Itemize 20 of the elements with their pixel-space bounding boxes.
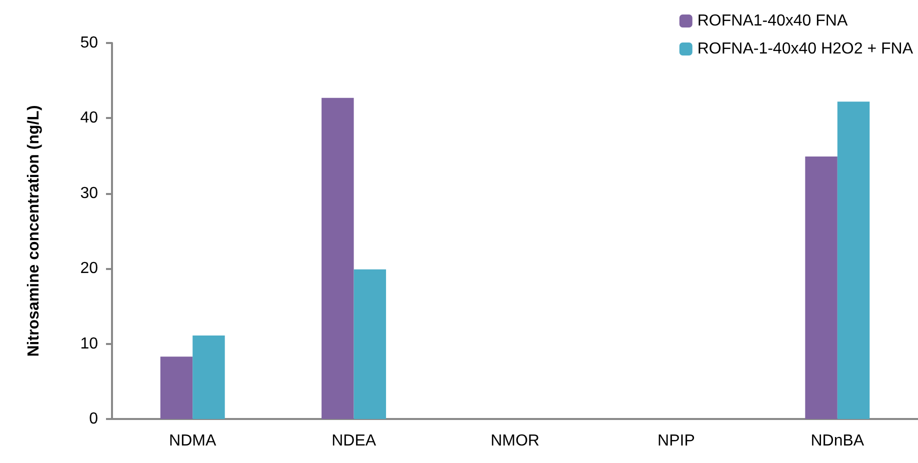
y-tick-label: 10 bbox=[80, 335, 98, 352]
y-tick-label: 20 bbox=[80, 260, 98, 278]
y-axis-title: Nitrosamine concentration (ng/L) bbox=[26, 105, 42, 357]
x-tick-label: NDEA bbox=[332, 432, 376, 450]
bar bbox=[192, 336, 225, 419]
x-tick-label: NDnBA bbox=[810, 432, 864, 450]
legend-label: ROFNA-1-40x40 H2O2 + FNA bbox=[697, 40, 914, 58]
y-tick-label: 40 bbox=[80, 110, 98, 127]
legend-label: ROFNA1-40x40 FNA bbox=[697, 12, 848, 30]
y-tick-label: 0 bbox=[89, 410, 98, 428]
bar bbox=[322, 98, 354, 419]
y-tick-label: 30 bbox=[80, 184, 98, 202]
y-tick-label: 50 bbox=[80, 34, 98, 52]
x-tick-label: NDMA bbox=[169, 432, 216, 450]
bar bbox=[160, 356, 193, 419]
bar bbox=[837, 102, 870, 419]
bar bbox=[354, 269, 386, 419]
x-tick-label: NPIP bbox=[658, 432, 695, 450]
x-tick-label: NMOR bbox=[490, 432, 540, 450]
bar bbox=[805, 156, 838, 419]
